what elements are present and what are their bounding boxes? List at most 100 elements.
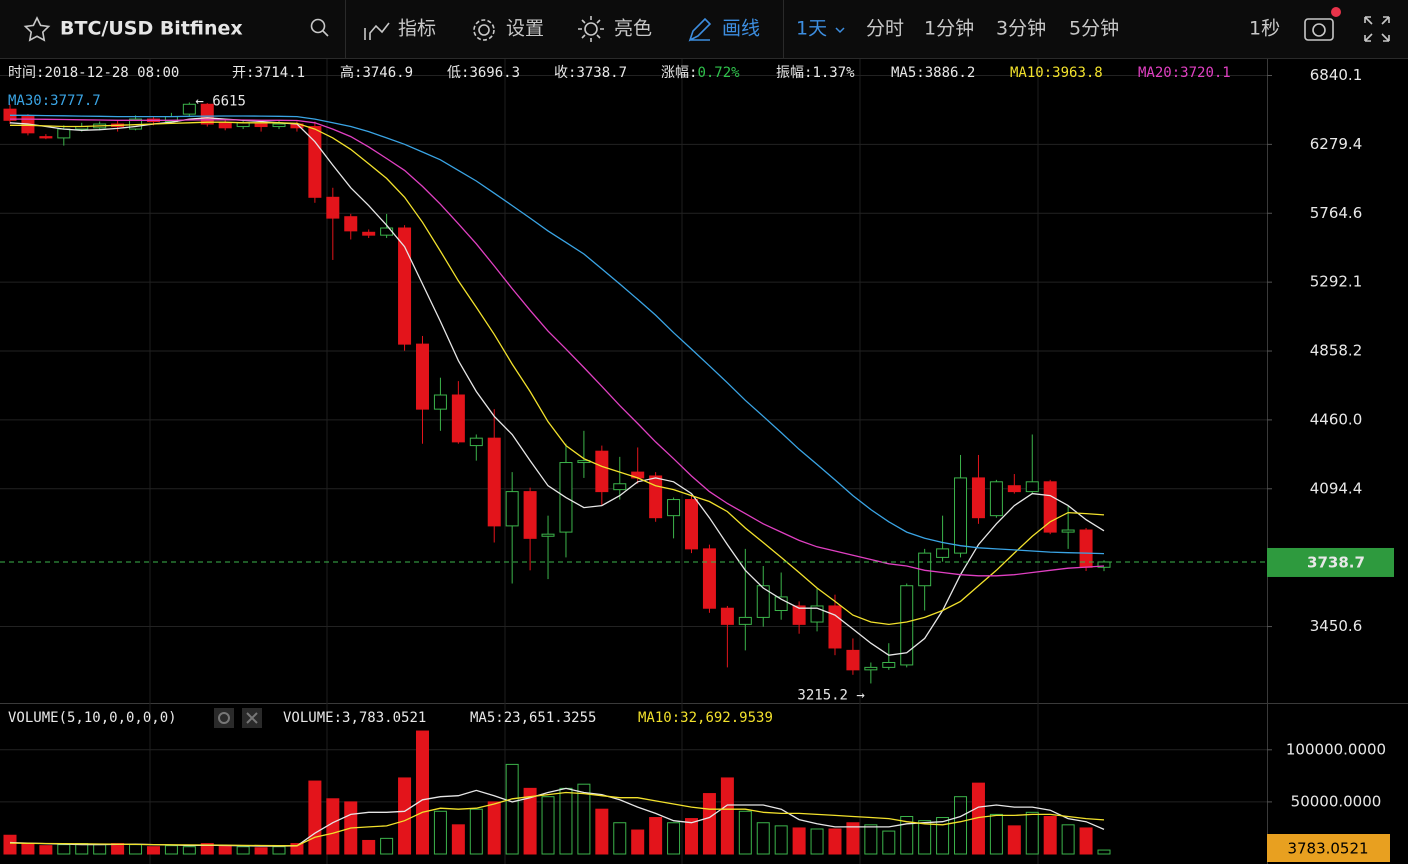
info-value: 0.72%	[697, 65, 740, 81]
ma-line	[10, 118, 1105, 577]
settings-icon[interactable]	[473, 19, 495, 41]
volume-bar	[290, 843, 304, 855]
fullscreen-icon[interactable]	[1364, 16, 1390, 42]
info-item: MA10:32,692.9539	[638, 710, 773, 726]
tool-button[interactable]: 画线	[722, 18, 760, 40]
info-item: MA5:23,651.3255	[470, 710, 596, 726]
candle-body	[971, 477, 985, 519]
favorite-icon[interactable]	[23, 16, 51, 42]
interval-button[interactable]: 3分钟	[996, 18, 1046, 40]
volume-bar	[954, 796, 968, 855]
volume-bar	[415, 730, 429, 855]
candle-body	[882, 661, 896, 668]
search-icon[interactable]	[310, 18, 329, 37]
candle-body	[792, 605, 806, 625]
info-item: 高:3746.9	[340, 64, 413, 81]
volume-bar	[702, 793, 716, 855]
tool-button[interactable]: 指标	[398, 18, 436, 40]
candle-body	[39, 136, 53, 139]
candle-body	[702, 548, 716, 609]
ma-line	[9, 117, 1105, 656]
volume-bar	[756, 822, 770, 855]
info-label: MA5:	[891, 65, 925, 81]
y-tick-label: 4858.2	[1310, 342, 1363, 360]
candle-body	[451, 394, 465, 443]
info-value: 3886.2	[925, 65, 976, 81]
interval-chevron[interactable]	[835, 27, 845, 34]
candle-body	[380, 227, 394, 236]
candle-body	[200, 103, 214, 125]
candle-body	[254, 123, 268, 128]
volume-bar	[792, 827, 806, 855]
candle-body	[326, 196, 340, 219]
info-item: 低:3696.3	[447, 65, 520, 81]
interval-button[interactable]: 1分钟	[924, 18, 974, 40]
info-label: 收:	[554, 65, 576, 81]
ma-line	[10, 114, 1105, 555]
info-label: MA30:	[8, 93, 50, 109]
info-item: MA30:3777.7	[8, 93, 101, 109]
volume-bar	[362, 839, 376, 855]
volume-bar	[595, 808, 609, 855]
last-volume-box	[1267, 834, 1390, 862]
ma-line	[9, 791, 1105, 847]
tool-button[interactable]: 亮色	[614, 18, 652, 40]
grid: 6840.1 6279.4 5764.6 5292.1 4858.2 4460.0 4094…	[0, 66, 1386, 810]
candle-body	[1007, 485, 1021, 493]
volume-bar	[1007, 825, 1021, 855]
candle-body	[667, 499, 681, 517]
theme-icon[interactable]	[578, 16, 604, 42]
ma-line	[10, 121, 1105, 626]
refresh-rate[interactable]: 1秒	[1249, 18, 1280, 40]
candle-body	[649, 475, 663, 519]
candle-body	[738, 616, 752, 625]
last-price-label: 3738.7	[1307, 553, 1365, 571]
volume-bar	[254, 847, 268, 855]
candle-body	[936, 548, 950, 558]
indicator-icon[interactable]	[364, 22, 390, 40]
snapshot-icon[interactable]	[1304, 7, 1341, 41]
volume-bar	[989, 813, 1003, 855]
info-label: MA20:	[1138, 65, 1180, 81]
candle-body	[415, 343, 429, 410]
volume-bar	[685, 818, 699, 855]
candle-body	[218, 122, 232, 129]
info-value: 3738.7	[576, 65, 627, 81]
volume-bar	[613, 822, 627, 855]
volume-bar	[1043, 815, 1057, 855]
volume-bar	[882, 830, 896, 855]
candle-body	[487, 437, 501, 527]
candle-body	[900, 585, 914, 666]
info-label: 涨幅:	[661, 65, 697, 81]
candle-body	[828, 605, 842, 649]
volume-bar	[469, 808, 483, 855]
volume-bar	[738, 810, 752, 855]
candle-body	[989, 481, 1003, 517]
volume-bar	[200, 843, 214, 855]
volume-title: VOLUME(5,10,0,0,0,0)	[8, 710, 177, 726]
volume-bar	[487, 801, 501, 855]
info-item: MA10:3963.8	[1010, 65, 1103, 81]
candle-body	[685, 499, 699, 550]
candle-body	[1097, 561, 1111, 568]
interval-button[interactable]: 5分钟	[1069, 18, 1119, 40]
info-label: MA5:	[470, 710, 504, 726]
interval-button[interactable]: 分时	[866, 18, 904, 40]
volume-bar	[236, 846, 250, 855]
tool-button[interactable]: 设置	[506, 18, 544, 40]
volume-buttons[interactable]	[214, 708, 262, 728]
interval-button[interactable]: 1天	[796, 18, 827, 40]
volume-bar	[218, 845, 232, 855]
info-item: 振幅:1.37%	[776, 65, 855, 81]
candle-body	[720, 607, 734, 625]
candle-body	[595, 450, 609, 493]
draw-icon[interactable]	[688, 17, 712, 42]
volume-bar	[398, 777, 412, 855]
symbol[interactable]: BTC/USD Bitfinex	[60, 18, 243, 40]
volume-bar	[667, 822, 681, 855]
volume-bar	[433, 810, 447, 855]
volume-bar	[720, 777, 734, 855]
volume-bar	[505, 763, 519, 855]
candle-body	[864, 666, 878, 671]
